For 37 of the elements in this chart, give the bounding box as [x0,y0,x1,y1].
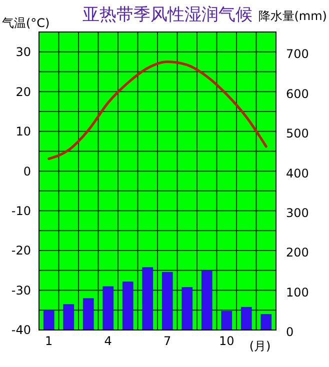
bar [221,310,232,330]
bar [240,306,252,330]
y-axis-title: 气温(°C) [2,16,50,30]
bar [182,287,193,330]
y-tick-label: -30 [11,283,31,298]
x-axis-title: (月) [249,339,271,353]
y2-tick-label: 500 [286,126,309,141]
y2-tick-label: 300 [286,206,309,220]
y2-tick-label: 200 [286,246,309,260]
y-tick-label: -10 [11,204,31,218]
x-tick-label: 7 [164,334,172,348]
chart-title: 亚热带季风性湿润气候 [82,5,252,25]
bar [260,314,272,330]
y2-tick-label: 400 [286,166,309,180]
y2-tick-label: 100 [286,285,309,300]
line-series [48,60,268,160]
bar [201,270,212,330]
bar [43,310,54,330]
y-tick-label: 0 [23,164,31,178]
bar [122,282,134,330]
y2-axis-title: 降水量(mm) [258,9,327,23]
y2-tick-label: 0 [286,325,294,340]
bar [82,298,94,330]
y-tick-label: 10 [16,124,31,139]
bar [142,267,154,330]
y-tick-label: -40 [11,323,31,338]
y2-tick-label: 700 [286,47,309,62]
x-tick-label: 4 [104,334,112,348]
bar [162,272,173,330]
x-tick-label: 10 [218,334,234,348]
x-tick-label: 1 [45,334,53,348]
y-tick-label: -20 [11,244,31,258]
y2-tick-label: 600 [286,86,309,101]
y-tick-label: 30 [16,45,31,60]
bar [102,286,114,330]
bar [63,304,74,330]
y-tick-label: 20 [16,84,31,99]
